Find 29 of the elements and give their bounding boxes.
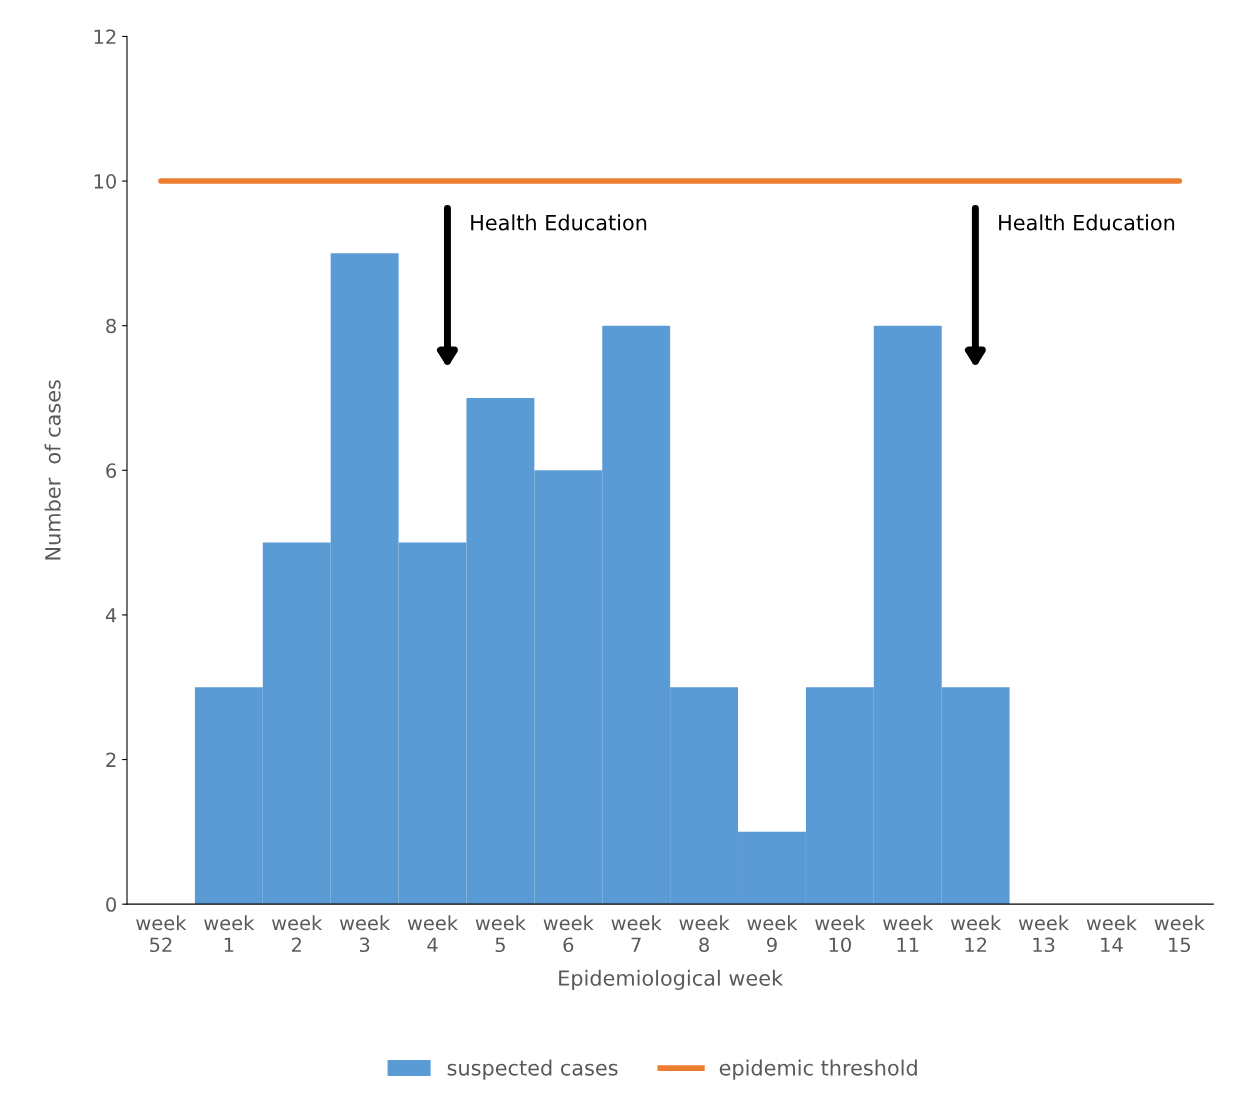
y-tick-label: 2 bbox=[106, 752, 116, 767]
x-tick-label: week 14 bbox=[1086, 915, 1137, 952]
y-tick-label: 0 bbox=[106, 897, 116, 912]
x-tick-label: week 10 bbox=[815, 915, 866, 953]
x-tick-label: week 8 bbox=[679, 915, 730, 953]
x-tick-label: week 2 bbox=[272, 915, 323, 952]
x-tick-label: week 4 bbox=[407, 915, 458, 952]
x-tick-label: week 6 bbox=[543, 915, 594, 953]
x-tick-label: week 15 bbox=[1154, 915, 1205, 953]
x-tick-label: week 9 bbox=[747, 915, 798, 953]
legend-label: suspected cases bbox=[447, 1059, 618, 1080]
annotation: Health Education bbox=[471, 214, 647, 231]
x-tick-label: week 1 bbox=[204, 915, 255, 952]
x-tick-label: week 3 bbox=[339, 915, 391, 953]
x-tick-label: week 7 bbox=[611, 915, 662, 952]
x-tick-label: week 13 bbox=[1018, 915, 1070, 953]
annotation: Health Education bbox=[999, 214, 1175, 231]
x-tick-label: week 12 bbox=[950, 915, 1002, 952]
x-tick-label: week 11 bbox=[883, 915, 934, 952]
y-axis-title: Number of cases bbox=[44, 380, 61, 560]
x-tick-label: week 5 bbox=[475, 915, 526, 953]
x-tick-label: week 52 bbox=[136, 915, 187, 953]
y-tick-label: 8 bbox=[106, 318, 116, 334]
legend-label: epidemic threshold bbox=[719, 1059, 917, 1080]
x-axis-title: Epidemiological week bbox=[559, 969, 784, 990]
y-tick-label: 6 bbox=[106, 463, 117, 478]
y-tick-label: 10 bbox=[94, 174, 116, 189]
y-tick-label: 4 bbox=[105, 608, 117, 623]
y-tick-label: 12 bbox=[94, 29, 116, 44]
